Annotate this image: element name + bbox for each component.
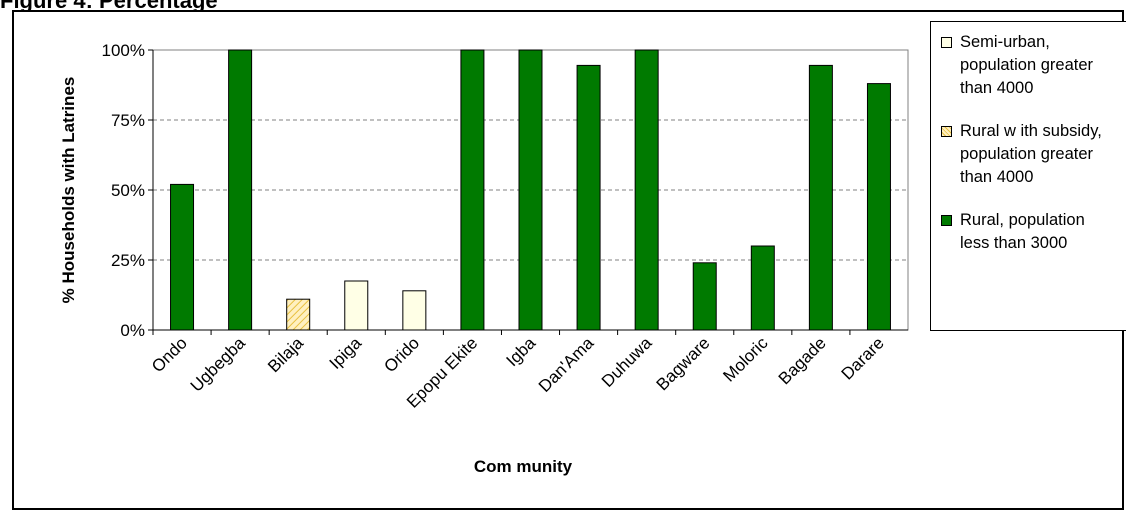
legend-swatch-semi-urban — [941, 37, 952, 48]
x-tick-label: Bagware — [653, 333, 714, 394]
x-tick-label: Igba — [502, 333, 539, 370]
y-tick-label: 25% — [111, 251, 145, 270]
y-tick-label: 75% — [111, 111, 145, 130]
bar-igba — [518, 49, 543, 331]
x-tick-label: Duhuwa — [598, 333, 656, 391]
legend-label-rural: Rural, population less than 3000 — [960, 211, 1085, 252]
x-tick-label: Bagade — [775, 333, 830, 388]
x-tick-label: Ipiga — [326, 333, 366, 373]
legend-swatch-rural-subsidy — [941, 126, 952, 137]
y-tick-label: 100% — [102, 41, 145, 60]
y-axis-ticks: 0% 25% 50% 75% 100% — [102, 41, 154, 340]
bar-dan-ama — [576, 64, 601, 331]
bar-ugbegba — [228, 49, 253, 331]
bar-darare — [866, 83, 891, 331]
bar-ondo — [170, 183, 195, 331]
y-tick-label: 50% — [111, 181, 145, 200]
y-axis-title: % Households with Latrines — [59, 77, 78, 304]
legend: Semi-urban, population greater than 4000… — [930, 21, 1126, 331]
x-tick-label: Orido — [380, 333, 423, 376]
bar-moloric — [750, 245, 775, 331]
y-tick-label: 0% — [120, 321, 145, 340]
bar-epopu-ekite — [460, 49, 485, 331]
bar-ipiga — [344, 280, 369, 331]
legend-label-rural-subsidy: Rural w ith subsidy, population greater … — [960, 122, 1102, 186]
figure-caption-fragment: Figure 4: Percentage — [0, 0, 218, 13]
x-axis-title: Com munity — [474, 457, 573, 476]
x-tick-label: Bilaja — [264, 333, 307, 376]
legend-label-semi-urban: Semi-urban, population greater than 4000 — [960, 33, 1094, 97]
bar-bagware — [692, 262, 717, 331]
bar-bilaja — [286, 298, 311, 331]
legend-swatch-rural — [941, 215, 952, 226]
x-tick-label: Ondo — [148, 333, 191, 376]
x-tick-label: Ugbegba — [187, 333, 250, 396]
bar-bagade — [808, 64, 833, 331]
x-tick-label: Moloric — [719, 333, 772, 386]
bar-duhuwa — [634, 49, 659, 331]
bars — [170, 49, 891, 331]
x-tick-label: Darare — [838, 333, 888, 383]
bar-orido — [402, 290, 427, 331]
x-tick-label: Dan'Ama — [535, 333, 598, 396]
